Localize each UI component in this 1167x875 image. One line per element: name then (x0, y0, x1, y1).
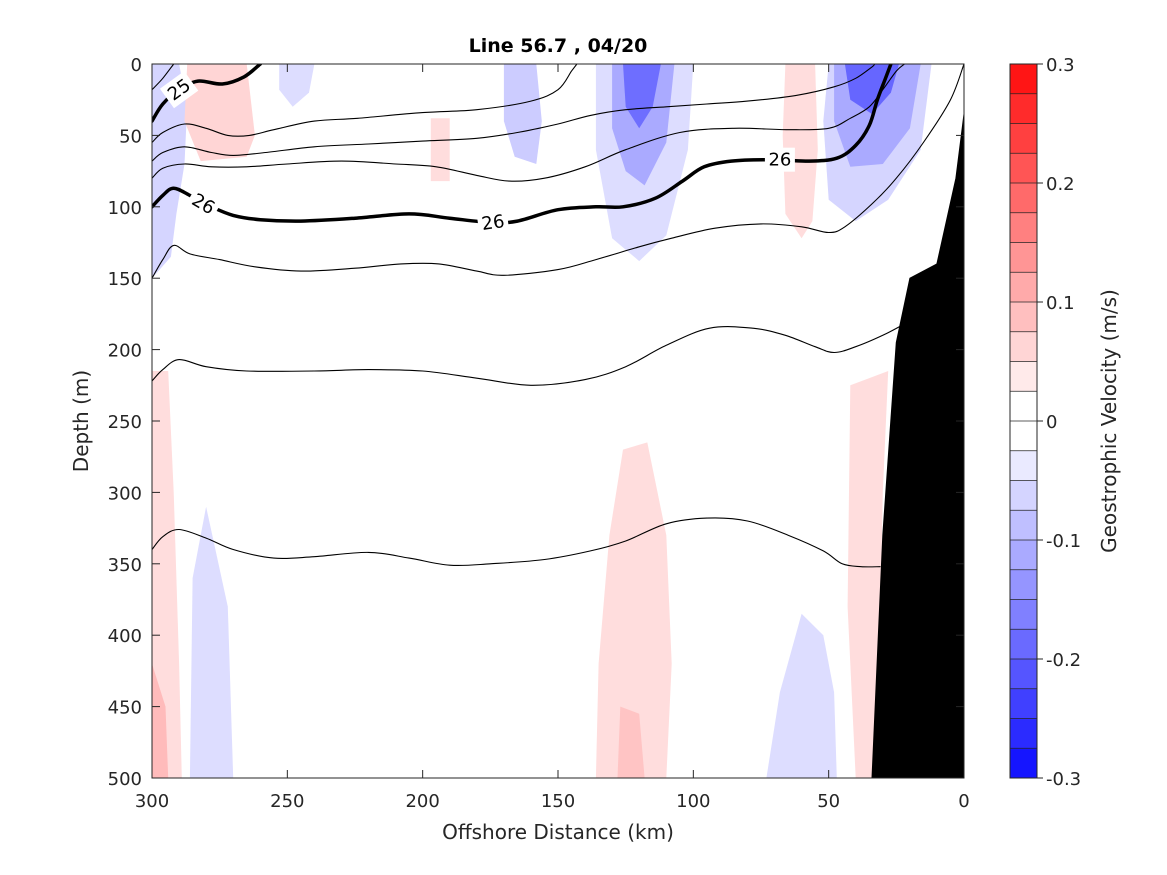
colorbar-levels (1010, 64, 1037, 779)
isopycnal-line-7 (152, 313, 922, 386)
colorbar-level-block (1010, 93, 1037, 124)
contour-label-bg (159, 71, 199, 109)
colorbar-tick-label: -0.3 (1046, 769, 1081, 790)
y-tick-label: 450 (108, 698, 142, 719)
isopycnal-line-6 (152, 64, 964, 279)
isopycnal-line-0 (152, 64, 175, 91)
colorbar-level-block (1010, 688, 1037, 719)
colorbar-ticks: 0.3 0.2 0.1 0 -0.1 -0.2 -0.3 (1037, 55, 1081, 790)
isopycnal-line-3 (152, 64, 876, 162)
velocity-region-pos-15 (152, 371, 182, 778)
y-tick-label: 300 (108, 483, 142, 504)
colorbar-level-block (1010, 153, 1037, 184)
isopycnal-lines (152, 64, 964, 568)
y-tick-label: 400 (108, 626, 142, 647)
velocity-region-neg-5 (279, 64, 315, 107)
contour-label: 26 (480, 211, 506, 235)
colorbar-level-block (1010, 64, 1037, 95)
velocity-region-pos-11 (782, 64, 818, 239)
x-tick-label: 300 (135, 791, 169, 812)
colorbar-level-block (1010, 569, 1037, 600)
y-tick-label: 100 (108, 198, 142, 219)
colorbar-level-block (1010, 540, 1037, 571)
velocity-region-pos-4 (184, 64, 255, 162)
colorbar-level-block (1010, 718, 1037, 749)
chart-title: Line 56.7 , 04/20 (469, 35, 648, 57)
contour-label-bg (476, 208, 510, 237)
colorbar-level-block (1010, 272, 1037, 303)
colorbar-level-block (1010, 361, 1037, 392)
y-tick-label: 200 (108, 341, 142, 362)
contour-label-bg (184, 186, 223, 222)
velocity-region-pos-16 (152, 663, 169, 778)
isopycnal-line-4 (152, 64, 906, 182)
contour-label-bg (764, 147, 795, 172)
colorbar-level-block (1010, 421, 1037, 452)
velocity-region-pos-19 (617, 706, 645, 778)
velocity-region-pos-18 (595, 442, 672, 778)
x-axis: 300 250 200 150 100 50 0 (135, 64, 970, 812)
isopycnal-line-8 (152, 517, 881, 568)
colorbar-tick-label: 0.3 (1046, 55, 1075, 76)
contour-label-group-3: 26 (764, 147, 795, 172)
x-tick-label: 0 (958, 791, 969, 812)
colorbar-tick-label: -0.1 (1046, 531, 1081, 552)
colorbar-level-block (1010, 212, 1037, 243)
colorbar-tick-label: 0.1 (1046, 293, 1075, 314)
velocity-region-neg-10 (623, 64, 661, 129)
colorbar-level-block (1010, 659, 1037, 690)
x-tick-label: 200 (405, 791, 439, 812)
colorbar-level-block (1010, 510, 1037, 541)
colorbar-tick-label: 0.2 (1046, 174, 1075, 195)
x-tick-label: 100 (676, 791, 710, 812)
x-tick-label: 150 (541, 791, 575, 812)
y-tick-label: 150 (108, 269, 142, 290)
seafloor-land (871, 113, 964, 778)
y-axis: 0 50 100 150 200 250 300 350 400 450 500 (108, 55, 964, 790)
colorbar-level-block (1010, 450, 1037, 481)
velocity-contours (152, 64, 932, 778)
velocity-region-neg-2 (152, 64, 188, 279)
colorbar-tick-label: -0.2 (1046, 650, 1081, 671)
colorbar: 0.3 0.2 0.1 0 -0.1 -0.2 -0.3 Geostrophic Veloc… (1009, 55, 1121, 790)
velocity-region-neg-17 (189, 506, 234, 778)
contour-label: 26 (768, 150, 791, 171)
y-tick-label: 350 (108, 555, 142, 576)
velocity-region-neg-20 (766, 613, 837, 778)
isopycnal-line-1 (152, 64, 263, 123)
colorbar-level-block (1010, 331, 1037, 362)
colorbar-level-block (1010, 391, 1037, 422)
colorbar-level-block (1010, 242, 1037, 273)
y-axis-label: Depth (m) (69, 370, 93, 472)
y-tick-label: 50 (119, 126, 142, 147)
isopycnal-line-2 (152, 64, 578, 144)
y-tick-label: 0 (131, 55, 142, 76)
y-tick-label: 500 (108, 769, 142, 790)
velocity-region-neg-6 (503, 64, 542, 164)
colorbar-level-block (1010, 480, 1037, 511)
contour-label-group-2: 26 (476, 208, 510, 237)
colorbar-level-block (1010, 599, 1037, 630)
colorbar-level-block (1010, 123, 1037, 154)
colorbar-level-block (1010, 302, 1037, 333)
velocity-region-pos-7 (430, 118, 450, 182)
y-tick-label: 250 (108, 412, 142, 433)
x-tick-label: 50 (817, 791, 840, 812)
colorbar-level-block (1010, 748, 1037, 779)
colorbar-tick-label: 0 (1046, 412, 1057, 433)
x-tick-label: 250 (270, 791, 304, 812)
colorbar-level-block (1010, 183, 1037, 214)
bathymetry (871, 113, 964, 778)
colorbar-label: Geostrophic Velocity (m/s) (1097, 289, 1121, 553)
isopycnal-line-5 (152, 64, 893, 225)
colorbar-level-block (1010, 629, 1037, 660)
x-axis-label: Offshore Distance (km) (442, 820, 674, 844)
